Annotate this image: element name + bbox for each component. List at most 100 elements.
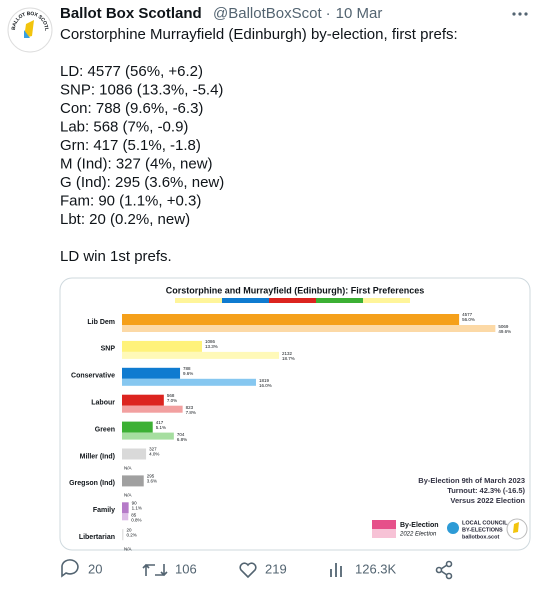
tweet-text-line: Grn: 417 (5.1%, -1.8) xyxy=(60,137,201,154)
value-label: 20 xyxy=(126,527,132,532)
percent-label: 0.8% xyxy=(131,517,141,522)
view-count: 126.3K xyxy=(355,561,397,576)
tweet-text-line: LD: 4577 (56%, +6.2) xyxy=(60,63,203,80)
bar xyxy=(122,367,181,379)
views-icon[interactable] xyxy=(330,563,342,577)
value-label: 327 xyxy=(149,447,157,452)
tweet-text-line: G (Ind): 295 (3.6%, new) xyxy=(60,174,224,191)
annotation: Turnout: 42.3% (-16.5) xyxy=(447,486,525,495)
like-icon[interactable] xyxy=(239,562,257,579)
tweet-text-line: SNP: 1086 (13.3%, -5.4) xyxy=(60,81,223,98)
author-name[interactable]: Ballot Box Scotland xyxy=(60,5,202,22)
logo-pin xyxy=(447,522,459,534)
category-label: SNP xyxy=(101,346,116,353)
bar xyxy=(122,340,202,352)
value-label: 4577 xyxy=(462,312,473,317)
value-label: 5069 xyxy=(498,324,509,329)
percent-label: 13.3% xyxy=(205,344,218,349)
strip-segment xyxy=(316,298,363,303)
reply-icon[interactable] xyxy=(61,559,79,578)
share-icon[interactable] xyxy=(435,560,453,580)
strip-segment xyxy=(363,298,410,303)
more-button[interactable] xyxy=(512,12,528,16)
avatar-icon xyxy=(24,30,30,38)
bar xyxy=(122,325,496,332)
retweet-icon[interactable] xyxy=(142,563,168,577)
category-label: Conservative xyxy=(71,373,115,380)
percent-label: 18.7% xyxy=(282,356,295,361)
like-count: 219 xyxy=(265,561,287,576)
value-label: 417 xyxy=(156,420,164,425)
bar xyxy=(122,448,147,460)
bar xyxy=(122,529,124,541)
chart-title: Corstorphine and Murrayfield (Edinburgh)… xyxy=(166,285,425,295)
category-label: Lib Dem xyxy=(87,319,115,326)
legend-swatch xyxy=(372,520,396,529)
percent-label: 7.8% xyxy=(186,410,196,415)
annotation: Versus 2022 Election xyxy=(450,496,525,505)
bar xyxy=(122,405,183,413)
bar xyxy=(122,378,256,386)
percent-label: N/A xyxy=(124,466,132,471)
value-label: 704 xyxy=(177,432,185,437)
value-label: 1819 xyxy=(259,378,270,383)
tweet-text-line: Lbt: 20 (0.2%, new) xyxy=(60,211,190,228)
legend-swatch xyxy=(372,529,396,538)
tweet-text-line: Corstorphine Murrayfield (Edinburgh) by-… xyxy=(60,26,458,43)
strip-segment xyxy=(269,298,316,303)
category-label: Miller (Ind) xyxy=(80,453,115,460)
tweet-text-line: M (Ind): 327 (4%, new) xyxy=(60,155,213,172)
logo-badge-icon xyxy=(513,522,519,533)
percent-label: 4.0% xyxy=(149,452,159,457)
value-label: 823 xyxy=(186,405,194,410)
category-label: Family xyxy=(93,507,115,514)
strip-segment xyxy=(222,298,269,303)
percent-label: N/A xyxy=(124,493,132,498)
percent-label: 56.0% xyxy=(462,317,475,322)
value-label: 85 xyxy=(131,512,137,517)
value-label: 2132 xyxy=(282,351,293,356)
tweet-text-line: Con: 788 (9.6%, -6.3) xyxy=(60,100,203,117)
separator: · xyxy=(326,5,331,22)
category-label: Green xyxy=(95,426,115,433)
category-label: Gregson (Ind) xyxy=(69,480,115,487)
percent-label: 7.0% xyxy=(167,398,177,403)
strip-segment xyxy=(175,298,222,303)
percent-label: 9.6% xyxy=(183,371,193,376)
value-label: 568 xyxy=(167,393,175,398)
bar xyxy=(122,502,129,514)
retweet-count: 106 xyxy=(175,561,197,576)
value-label: 90 xyxy=(132,500,138,505)
bar xyxy=(122,351,280,359)
annotation: By-Election 9th of March 2023 xyxy=(418,476,525,485)
value-label: 788 xyxy=(183,366,191,371)
category-label: Labour xyxy=(91,400,115,407)
author-handle[interactable]: @BallotBoxScot xyxy=(213,5,322,22)
percent-label: 1.1% xyxy=(132,505,142,510)
logo-text: ballotbox.scot xyxy=(462,534,499,540)
percent-label: 0.2% xyxy=(126,532,136,537)
bar xyxy=(122,432,174,440)
category-label: Libertarian xyxy=(79,534,115,541)
percent-label: N/A xyxy=(124,546,132,551)
reply-count: 20 xyxy=(88,561,102,576)
bar xyxy=(122,394,164,406)
percent-label: 6.8% xyxy=(177,437,187,442)
bar xyxy=(122,421,153,433)
logo-text: BY-ELECTIONS xyxy=(462,527,503,533)
bar xyxy=(122,314,460,325)
percent-label: 16.0% xyxy=(259,383,272,388)
legend-label: 2022 Election xyxy=(399,532,437,538)
percent-label: 49.6% xyxy=(498,329,511,334)
footer: 20 106 219 126.3K xyxy=(61,559,453,580)
value-label: 295 xyxy=(147,474,155,479)
date[interactable]: 10 Mar xyxy=(336,5,383,22)
legend-label: By-Election xyxy=(400,522,439,529)
bar xyxy=(122,475,144,487)
percent-label: 3.6% xyxy=(147,479,157,484)
tweet-text-line: LD win 1st prefs. xyxy=(60,248,172,265)
logo-text: LOCAL COUNCIL xyxy=(462,520,508,526)
bar xyxy=(122,513,129,521)
